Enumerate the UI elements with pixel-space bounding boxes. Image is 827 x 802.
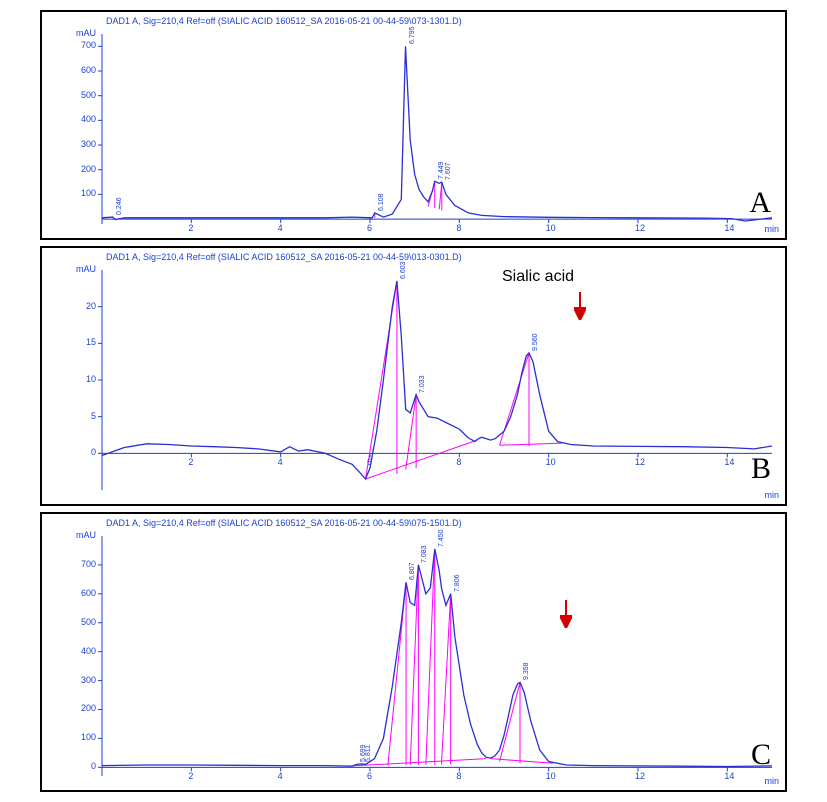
y-tick: 300 bbox=[66, 139, 96, 149]
y-tick: 20 bbox=[66, 301, 96, 311]
x-tick: 6 bbox=[367, 223, 372, 233]
x-tick: 12 bbox=[635, 223, 645, 233]
x-tick: 12 bbox=[635, 457, 645, 467]
panel-b-label: B bbox=[751, 452, 771, 486]
peak-label: 9.358 bbox=[523, 663, 530, 681]
x-tick: 10 bbox=[546, 223, 556, 233]
y-tick: 600 bbox=[66, 588, 96, 598]
panel-b-plot bbox=[42, 248, 785, 504]
peak-label: 7.033 bbox=[419, 375, 426, 393]
x-tick: 4 bbox=[278, 771, 283, 781]
x-tick: 10 bbox=[546, 457, 556, 467]
x-tick: 2 bbox=[188, 223, 193, 233]
peak-label: 7.450 bbox=[438, 529, 445, 547]
y-tick: 500 bbox=[66, 90, 96, 100]
peak-label: 7.806 bbox=[454, 574, 461, 592]
peak-label: 9.560 bbox=[532, 333, 539, 351]
y-tick: 100 bbox=[66, 188, 96, 198]
x-tick: 2 bbox=[188, 771, 193, 781]
y-tick: 15 bbox=[66, 337, 96, 347]
peak-label: 6.108 bbox=[378, 193, 385, 211]
panel-b: DAD1 A, Sig=210,4 Ref=off (SIALIC ACID 1… bbox=[40, 246, 787, 506]
figure: DAD1 A, Sig=210,4 Ref=off (SIALIC ACID 1… bbox=[0, 0, 827, 802]
peak-label: 0.246 bbox=[116, 198, 123, 216]
peak-label: 7.607 bbox=[445, 163, 452, 181]
peak-label: 6.795 bbox=[409, 27, 416, 45]
x-tick: 14 bbox=[724, 457, 734, 467]
x-tick: 2 bbox=[188, 457, 193, 467]
x-tick: 4 bbox=[278, 223, 283, 233]
peak-label: 6.603 bbox=[400, 261, 407, 279]
x-tick: 14 bbox=[724, 223, 734, 233]
peak-label: 7.449 bbox=[438, 162, 445, 180]
peak-label: 5.811 bbox=[365, 745, 372, 762]
panel-a: DAD1 A, Sig=210,4 Ref=off (SIALIC ACID 1… bbox=[40, 10, 787, 240]
y-tick: 700 bbox=[66, 559, 96, 569]
y-tick: 0 bbox=[66, 761, 96, 771]
y-tick: 600 bbox=[66, 65, 96, 75]
x-tick: 4 bbox=[278, 457, 283, 467]
x-tick: 8 bbox=[456, 223, 461, 233]
y-tick: 100 bbox=[66, 732, 96, 742]
y-tick: 400 bbox=[66, 646, 96, 656]
y-tick: 700 bbox=[66, 40, 96, 50]
panel-a-label: A bbox=[749, 186, 771, 220]
panel-c-plot bbox=[42, 514, 785, 790]
panel-a-plot bbox=[42, 12, 785, 238]
y-tick: 5 bbox=[66, 411, 96, 421]
y-tick: 200 bbox=[66, 703, 96, 713]
panel-c: DAD1 A, Sig=210,4 Ref=off (SIALIC ACID 1… bbox=[40, 512, 787, 792]
x-tick: 8 bbox=[456, 457, 461, 467]
x-tick: 12 bbox=[635, 771, 645, 781]
y-tick: 300 bbox=[66, 675, 96, 685]
x-tick: 6 bbox=[367, 771, 372, 781]
y-tick: 0 bbox=[66, 447, 96, 457]
y-tick: 200 bbox=[66, 164, 96, 174]
peak-label: 6.807 bbox=[409, 563, 416, 581]
panel-c-label: C bbox=[751, 738, 771, 772]
y-tick: 10 bbox=[66, 374, 96, 384]
x-tick: 14 bbox=[724, 771, 734, 781]
y-tick: 500 bbox=[66, 617, 96, 627]
y-tick: 400 bbox=[66, 114, 96, 124]
x-tick: 8 bbox=[456, 771, 461, 781]
peak-label: 7.083 bbox=[421, 545, 428, 563]
x-tick: 6 bbox=[367, 457, 372, 467]
x-tick: 10 bbox=[546, 771, 556, 781]
